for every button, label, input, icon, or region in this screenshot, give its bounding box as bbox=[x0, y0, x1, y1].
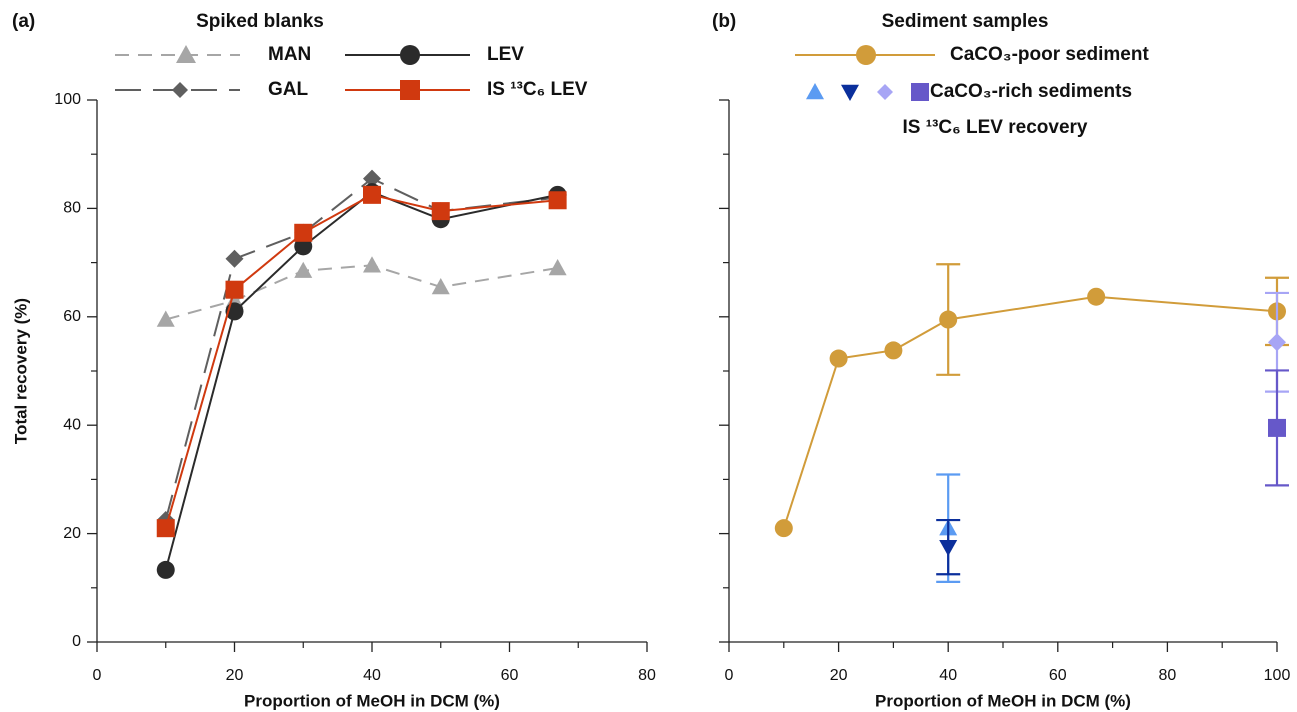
data-point bbox=[156, 519, 175, 538]
data-point bbox=[548, 191, 567, 210]
legend-marker bbox=[877, 84, 893, 100]
panel-label: (a) bbox=[12, 11, 35, 32]
legend-marker bbox=[176, 45, 196, 63]
data-point bbox=[294, 223, 313, 242]
legend-label: LEV bbox=[487, 44, 524, 65]
y-tick-label: 0 bbox=[72, 633, 81, 650]
data-point bbox=[363, 185, 381, 204]
x-axis-label: Proportion of MeOH in DCM (%) bbox=[875, 691, 1131, 710]
legend-marker bbox=[911, 83, 929, 101]
legend-label: CaCO₃-rich sediments bbox=[930, 81, 1132, 102]
legend-marker bbox=[841, 84, 859, 101]
data-point bbox=[548, 259, 567, 276]
y-axis-label: Total recovery (%) bbox=[11, 298, 30, 444]
x-tick-label: 20 bbox=[226, 667, 244, 684]
legend-label: MAN bbox=[268, 44, 311, 65]
data-point bbox=[774, 519, 793, 538]
y-tick-label: 40 bbox=[63, 416, 81, 433]
series-line bbox=[165, 264, 558, 321]
data-point bbox=[363, 169, 381, 188]
data-point bbox=[431, 202, 450, 221]
y-tick-label: 100 bbox=[54, 91, 81, 108]
x-tick-label: 40 bbox=[939, 667, 957, 684]
legend-marker bbox=[172, 82, 188, 98]
x-tick-label: 0 bbox=[93, 667, 102, 684]
x-tick-label: 60 bbox=[501, 667, 519, 684]
x-tick-label: 40 bbox=[363, 667, 381, 684]
series-line bbox=[782, 295, 1278, 529]
series-line bbox=[164, 177, 558, 521]
legend-label: CaCO₃-poor sediment bbox=[950, 44, 1149, 65]
series-line bbox=[164, 190, 558, 571]
legend-marker bbox=[400, 80, 420, 100]
data-point bbox=[1268, 418, 1286, 437]
legend-title: Sediment samples bbox=[882, 11, 1049, 32]
series-line bbox=[164, 193, 558, 529]
x-tick-label: 80 bbox=[638, 667, 656, 684]
panel-label: (b) bbox=[712, 11, 736, 32]
data-point bbox=[294, 261, 313, 278]
x-tick-label: 0 bbox=[725, 667, 734, 684]
data-point bbox=[363, 256, 381, 273]
data-point bbox=[156, 310, 175, 327]
x-tick-label: 80 bbox=[1159, 667, 1177, 684]
y-tick-label: 20 bbox=[63, 525, 81, 542]
x-axis-label: Proportion of MeOH in DCM (%) bbox=[244, 691, 500, 710]
data-point bbox=[294, 237, 313, 256]
x-tick-label: 60 bbox=[1049, 667, 1067, 684]
data-point bbox=[225, 249, 244, 268]
data-point bbox=[156, 560, 175, 579]
x-tick-label: 20 bbox=[830, 667, 848, 684]
data-point bbox=[225, 280, 244, 299]
data-point bbox=[1268, 333, 1286, 352]
data-point bbox=[884, 341, 903, 360]
legend-note: IS ¹³C₆ LEV recovery bbox=[903, 117, 1088, 138]
legend-marker bbox=[400, 45, 420, 65]
data-point bbox=[829, 349, 848, 368]
legend-marker bbox=[856, 45, 876, 65]
legend-label: GAL bbox=[268, 79, 309, 100]
legend-label: IS ¹³C₆ LEV bbox=[487, 79, 588, 100]
y-tick-label: 60 bbox=[63, 308, 81, 325]
data-point bbox=[1087, 287, 1106, 306]
data-point bbox=[939, 310, 958, 329]
data-point bbox=[939, 539, 958, 557]
y-tick-label: 80 bbox=[63, 200, 81, 217]
x-tick-label: 100 bbox=[1264, 667, 1291, 684]
legend-title: Spiked blanks bbox=[196, 11, 324, 32]
data-point bbox=[431, 277, 450, 295]
legend-marker bbox=[806, 83, 824, 100]
